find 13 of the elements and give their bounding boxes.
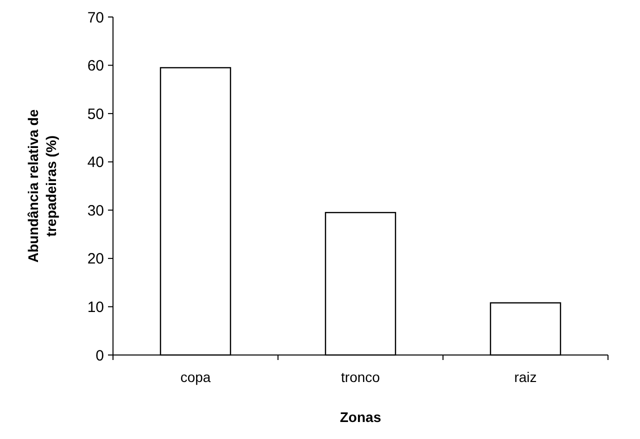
x-axis-title: Zonas [340, 409, 382, 425]
x-tick-label: copa [180, 369, 211, 385]
y-tick-label: 50 [87, 106, 104, 123]
y-tick-label: 70 [87, 9, 104, 26]
y-tick-label: 0 [96, 347, 104, 364]
y-tick-label: 60 [87, 58, 104, 75]
y-tick-label: 20 [87, 250, 104, 268]
y-axis-title: Abundância relativa de trepadeiras (%) [25, 109, 59, 263]
y-tick-label: 40 [87, 154, 104, 172]
x-tick-label: tronco [341, 369, 380, 385]
y-tick-label: 10 [87, 298, 104, 316]
y-tick-label: 30 [87, 202, 104, 220]
x-tick-label: raiz [514, 369, 537, 385]
